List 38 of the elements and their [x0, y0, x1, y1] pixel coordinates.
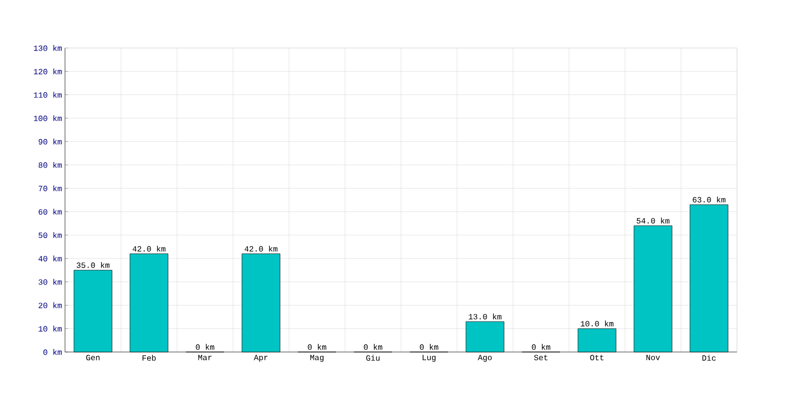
y-tick-label: 30 km: [38, 278, 62, 285]
y-tick-label: 10 km: [38, 326, 62, 332]
x-tick-label: Ott: [590, 354, 604, 360]
data-label: 0 km: [420, 344, 438, 350]
x-tick-label: Ago: [478, 354, 492, 362]
data-label: 0 km: [308, 344, 326, 350]
data-label: 63.0 km: [692, 196, 726, 202]
y-tick-label: 120 km: [34, 68, 62, 74]
x-tick-label: Nov: [646, 354, 660, 360]
y-tick-label: 80 km: [38, 162, 62, 168]
x-tick-label: Gen: [86, 354, 100, 360]
y-tick-label: 40 km: [38, 256, 62, 262]
data-label: 54.0 km: [636, 218, 670, 224]
x-tick-label: Mar: [198, 354, 212, 360]
data-label: 10.0 km: [580, 320, 614, 326]
x-tick-label: Apr: [254, 354, 268, 362]
y-tick-label: 110 km: [34, 92, 62, 98]
x-tick-label: Dic: [702, 354, 716, 361]
data-label: 0 km: [196, 344, 214, 350]
data-label: 13.0 km: [468, 314, 502, 320]
y-tick-label: 20 km: [38, 302, 62, 308]
y-tick-label: 50 km: [38, 232, 62, 238]
y-tick-label: 100 km: [34, 115, 62, 122]
x-tick-label: Feb: [142, 354, 156, 361]
x-tick-label: Set: [534, 354, 548, 360]
y-tick-label: 130 km: [34, 45, 62, 51]
data-label: 0 km: [532, 344, 550, 350]
y-tick-label: 70 km: [38, 185, 62, 192]
data-label: 42.0 km: [244, 246, 278, 252]
x-tick-label: Mag: [310, 354, 324, 362]
x-tick-label: Giu: [366, 354, 380, 361]
data-label: 35.0 km: [76, 262, 110, 268]
y-tick-label: 90 km: [38, 138, 62, 144]
y-tick-label: 0 km: [43, 349, 62, 355]
x-tick-label: Lug: [422, 354, 436, 362]
y-tick-label: 60 km: [38, 208, 62, 215]
data-label: 42.0 km: [132, 246, 166, 252]
data-label: 0 km: [364, 344, 382, 350]
